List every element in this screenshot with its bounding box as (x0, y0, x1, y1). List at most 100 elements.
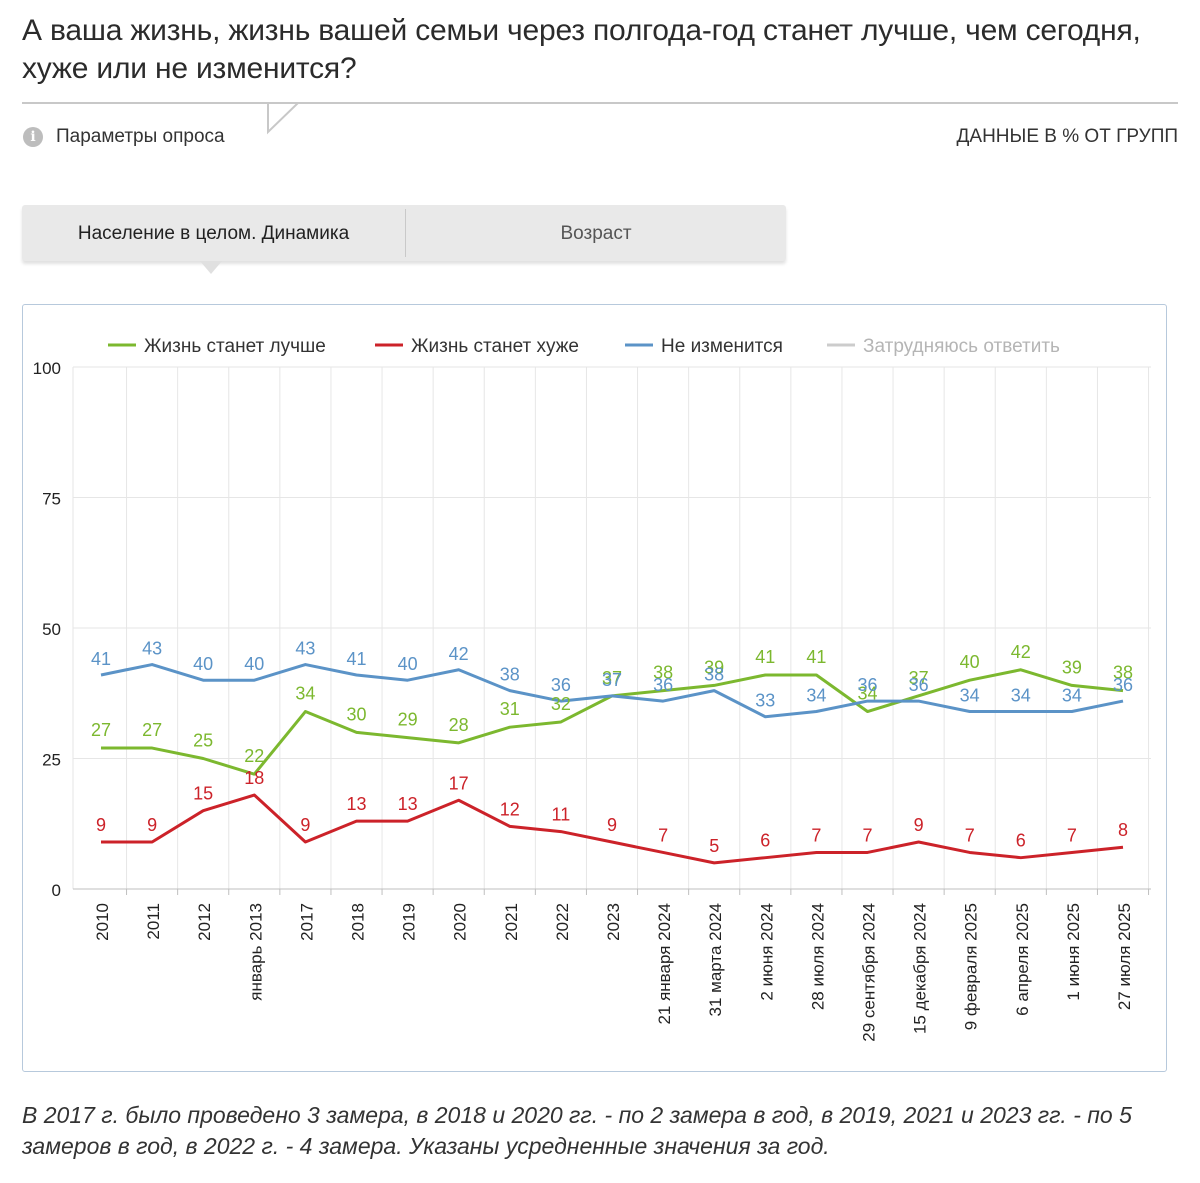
x-tick-label: 2 июня 2024 (757, 903, 776, 1001)
data-label: 7 (658, 825, 668, 845)
data-label: 22 (244, 746, 264, 766)
data-label: 38 (653, 663, 673, 683)
data-label: 30 (346, 704, 366, 724)
data-label: 7 (862, 825, 872, 845)
footnote: В 2017 г. было проведено 3 замера, в 201… (22, 1102, 1132, 1159)
x-tick-label: январь 2013 (246, 903, 265, 1001)
data-label: 38 (704, 665, 724, 685)
x-tick-label: 31 марта 2024 (706, 903, 725, 1016)
chart-container: 0 25 50 75 100 2010 2011 2012 январь 2013 2017 201… (22, 304, 1167, 1072)
data-label: 34 (1062, 686, 1082, 706)
info-icon[interactable]: i (23, 127, 43, 147)
data-label: 32 (551, 694, 571, 714)
x-tick-label: 2011 (144, 903, 163, 940)
legend-entry: Жизнь станет хуже (411, 336, 579, 357)
data-label: 36 (653, 675, 673, 695)
legend-entry: Не изменится (661, 336, 783, 357)
data-label: 6 (1016, 831, 1026, 851)
data-label: 7 (1067, 825, 1077, 845)
page-title: А ваша жизнь, жизнь вашей семьи через по… (22, 14, 1141, 85)
data-label: 42 (449, 644, 469, 664)
data-label: 36 (909, 675, 929, 695)
tab-population-dynamics[interactable]: Население в целом. Динамика (77, 223, 350, 244)
data-label: 34 (295, 684, 315, 704)
active-tab-pointer (200, 261, 222, 274)
data-label: 40 (244, 654, 264, 674)
data-label: 7 (811, 825, 821, 845)
data-label: 41 (346, 649, 366, 669)
y-tick-label: 0 (52, 881, 61, 900)
data-label: 7 (965, 825, 975, 845)
data-label: 36 (1113, 675, 1133, 695)
data-label: 42 (1011, 642, 1031, 662)
data-label: 40 (398, 654, 418, 674)
tab-bar: Население в целом. Динамика Возраст (22, 205, 786, 261)
x-tick-label: 1 июня 2025 (1064, 903, 1083, 1001)
data-label: 34 (806, 686, 826, 706)
data-label: 27 (142, 720, 162, 740)
x-tick-label: 27 июля 2025 (1115, 903, 1134, 1010)
data-label: 39 (704, 657, 724, 677)
data-label: 25 (193, 731, 213, 751)
data-label: 36 (857, 675, 877, 695)
data-label: 41 (91, 649, 111, 669)
data-label: 39 (1062, 657, 1082, 677)
data-label: 6 (760, 831, 770, 851)
data-label: 5 (709, 836, 719, 856)
header-divider (22, 102, 1178, 135)
data-label: 9 (914, 815, 924, 835)
data-label: 34 (960, 686, 980, 706)
data-label: 37 (602, 668, 622, 688)
survey-params-link[interactable]: Параметры опроса (56, 126, 225, 147)
data-label: 43 (295, 639, 315, 659)
data-label: 43 (142, 639, 162, 659)
data-label: 29 (398, 710, 418, 730)
data-label: 31 (500, 699, 520, 719)
data-label: 36 (551, 675, 571, 695)
data-label: 38 (500, 665, 520, 685)
data-label: 40 (960, 652, 980, 672)
data-label: 11 (552, 805, 571, 825)
legend-entry: Затрудняюсь ответить (863, 336, 1060, 357)
units-label: ДАННЫЕ В % ОТ ГРУПП (956, 126, 1178, 147)
y-tick-label: 100 (33, 359, 61, 378)
y-tick-label: 75 (42, 490, 61, 509)
tab-divider (405, 209, 406, 257)
x-tick-label: 2018 (349, 903, 368, 941)
data-label: 12 (500, 799, 520, 819)
data-label: 18 (244, 768, 264, 788)
data-label: 34 (857, 684, 877, 704)
data-label: 27 (91, 720, 111, 740)
x-tick-label: 9 февраля 2025 (962, 903, 981, 1030)
data-label: 34 (1011, 686, 1031, 706)
series-line-2 (100, 663, 1124, 719)
data-label: 15 (193, 784, 213, 804)
x-tick-label: 2023 (604, 903, 623, 941)
data-label: 17 (449, 773, 469, 793)
series-line-1 (101, 793, 1124, 865)
data-label: 9 (300, 815, 310, 835)
x-tick-label: 28 июля 2024 (808, 903, 827, 1010)
data-label: 13 (398, 794, 418, 814)
x-tick-label: 2010 (93, 903, 112, 941)
x-tick-label: 2019 (400, 903, 419, 941)
data-label: 37 (909, 668, 929, 688)
x-tick-label: 2012 (195, 903, 214, 941)
data-label: 41 (755, 647, 775, 667)
data-label: 13 (346, 794, 366, 814)
x-tick-label: 2022 (553, 903, 572, 941)
data-label: 28 (449, 715, 469, 735)
y-tick-label: 25 (42, 751, 61, 770)
data-label: 38 (1113, 663, 1133, 683)
data-label: 40 (193, 654, 213, 674)
data-label: 9 (96, 815, 106, 835)
x-tick-label: 15 декабря 2024 (911, 903, 930, 1034)
x-tick-label: 6 апреля 2025 (1013, 903, 1032, 1016)
tab-age[interactable]: Возраст (560, 223, 632, 244)
data-label: 37 (602, 670, 622, 690)
data-label: 9 (147, 815, 157, 835)
y-tick-label: 50 (42, 620, 61, 639)
data-label: 41 (806, 647, 826, 667)
x-tick-label: 21 января 2024 (655, 903, 674, 1025)
